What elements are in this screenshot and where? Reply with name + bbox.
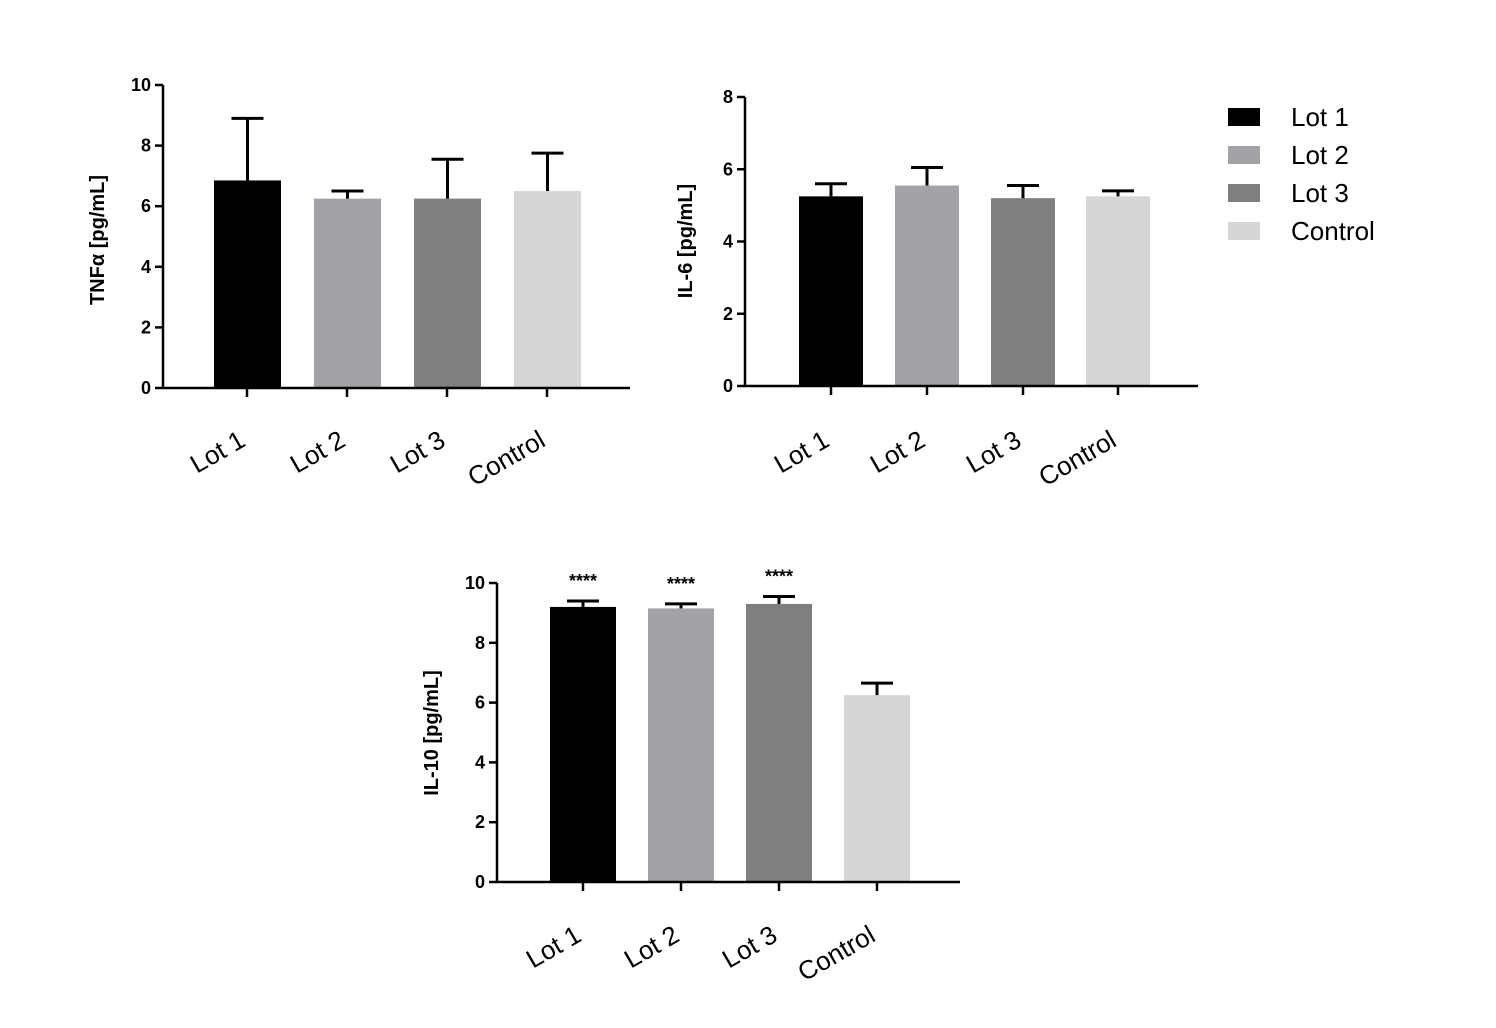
significance-label: **** [765,566,793,586]
error-bar-lot-3 [1007,184,1039,199]
error-bar-control [861,681,893,696]
error-bar-control [531,151,564,192]
legend-label: Lot 3 [1291,178,1349,208]
y-tick-label: 10 [465,573,485,593]
x-tick-label-lot-1: Lot 1 [769,424,834,479]
x-tick-label-lot-1: Lot 1 [185,424,250,479]
error-bar-lot-2 [331,189,364,199]
y-tick-label: 6 [475,693,485,713]
x-tick-label-lot-2: Lot 2 [285,424,350,479]
error-bar-lot-2 [665,602,697,609]
legend-swatch [1228,222,1260,240]
chart-panel-1: 0 2 4 6 8 10 Lot 1 Lot 2 Lot 3 Control TNFα [pg/mL… [87,75,630,492]
significance-label: **** [569,571,597,591]
error-bar-lot-1 [815,182,847,197]
x-tick-label-control: Control [462,424,550,492]
x-tick-label-lot-3: Lot 3 [385,424,450,479]
bar-lot-2 [895,185,959,386]
bar-control [514,191,581,388]
legend-label: Lot 2 [1291,140,1349,170]
x-tick-label-lot-3: Lot 3 [961,424,1026,479]
legend-item-lot-3: Lot 3 [1228,178,1349,208]
y-axis-title: IL-6 [pg/mL] [675,184,697,298]
y-tick-label: 8 [723,87,733,107]
legend-item-lot-1: Lot 1 [1228,102,1349,132]
bar-lot-1 [799,196,863,386]
legend-item-lot-2: Lot 2 [1228,140,1349,170]
y-tick-label: 0 [723,376,733,396]
axes [161,85,630,390]
bar-lot-2 [314,198,381,388]
x-tick-label-lot-2: Lot 2 [865,424,930,479]
y-tick-label: 10 [131,75,151,95]
bar-lot-1 [214,180,281,388]
bar-lot-2 [648,608,714,882]
y-tick-label: 4 [723,232,733,252]
legend-item-control: Control [1228,216,1375,246]
y-tick-label: 8 [141,136,151,156]
error-bar-lot-2 [911,165,943,186]
y-tick-label: 6 [141,196,151,216]
y-tick-label: 0 [475,872,485,892]
x-tick-label-lot-3: Lot 3 [717,919,782,974]
legend-label: Control [1291,216,1375,246]
y-tick-label: 4 [141,257,151,277]
legend-swatch [1228,108,1260,126]
y-tick-label: 6 [723,159,733,179]
chart-panel-3: **** **** **** 0 2 4 6 8 10 Lot 1 Lot 2 Lot 3 Contro… [421,566,960,987]
y-tick-label: 0 [141,378,151,398]
y-tick-label: 8 [475,633,485,653]
legend: Lot 1 Lot 2 Lot 3 Control [1228,102,1375,246]
error-bar-lot-1 [567,599,599,607]
y-axis-title: TNFα [pg/mL] [87,175,109,305]
x-tick-label-lot-1: Lot 1 [521,919,586,974]
x-tick-label-lot-2: Lot 2 [619,919,684,974]
legend-label: Lot 1 [1291,102,1349,132]
y-tick-label: 4 [475,752,485,772]
error-bar-lot-3 [763,594,795,604]
bar-lot-3 [746,603,812,882]
y-tick-label: 2 [475,812,485,832]
error-bar-lot-1 [231,116,264,181]
x-tick-label-control: Control [792,919,880,987]
bar-lot-1 [550,606,616,882]
axes [495,583,960,884]
chart-panel-2: 0 2 4 6 8 Lot 1 Lot 2 Lot 3 Control IL-6 [pg/mL] [675,87,1198,492]
bar-lot-3 [991,198,1055,386]
significance-label: **** [667,574,695,594]
error-bar-control [1102,189,1134,197]
y-axis-title: IL-10 [pg/mL] [421,670,443,796]
error-bar-lot-3 [431,157,464,199]
bar-control [1086,196,1150,386]
x-tick-label-control: Control [1033,424,1121,492]
bar-lot-3 [414,198,481,388]
y-tick-label: 2 [723,304,733,324]
legend-swatch [1228,146,1260,164]
bar-control [844,695,910,882]
legend-swatch [1228,184,1260,202]
y-tick-label: 2 [141,317,151,337]
